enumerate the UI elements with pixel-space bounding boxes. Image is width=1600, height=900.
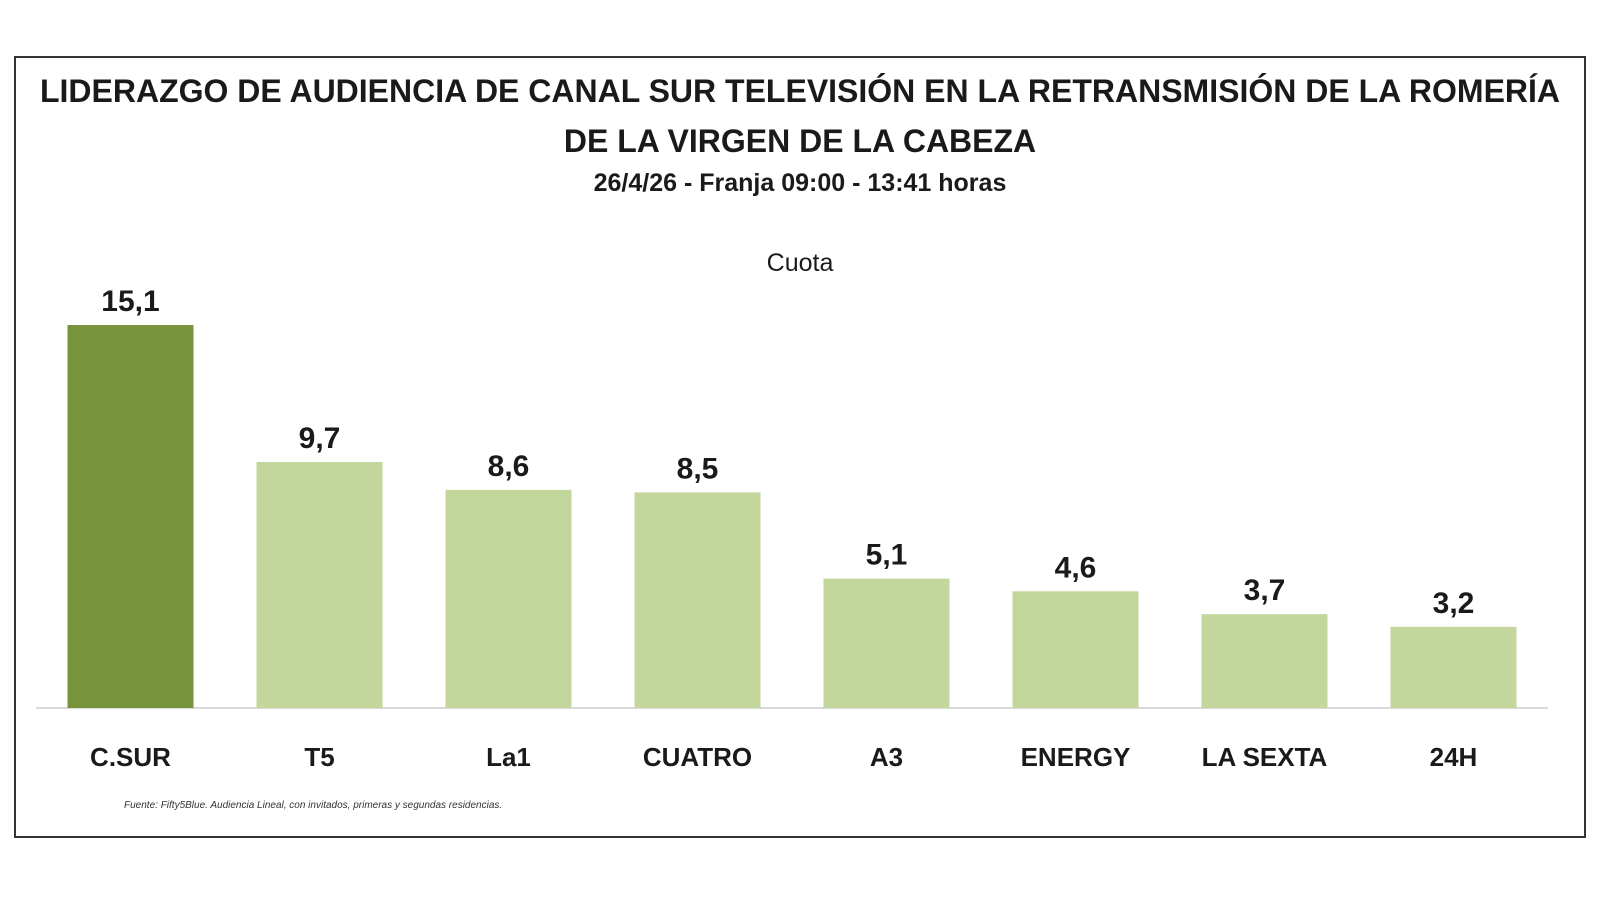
data-label: 8,5 [677, 452, 719, 485]
bar [67, 325, 194, 708]
x-tick-label: T5 [304, 742, 334, 772]
source-note: Fuente: Fifty5Blue. Audiencia Lineal, co… [124, 800, 503, 811]
bar [634, 492, 761, 708]
data-label: 4,6 [1055, 551, 1097, 584]
data-label: 3,2 [1433, 587, 1475, 620]
series-name-label: Cuota [766, 249, 834, 277]
x-tick-label: ENERGY [1021, 742, 1131, 772]
chart-frame: LIDERAZGO DE AUDIENCIA DE CANAL SUR TELE… [14, 56, 1586, 838]
data-label: 8,6 [488, 450, 530, 483]
data-label: 5,1 [866, 539, 908, 572]
bar-chart-plot: 15,1 C.SUR 9,7 T5 8,6 La1 8,5 CUATRO 5,1 A3 4,6 ENE… [36, 285, 1548, 772]
x-tick-label: La1 [486, 742, 531, 772]
x-tick-label: LA SEXTA [1202, 742, 1328, 772]
bar [256, 461, 383, 708]
data-label: 3,7 [1244, 574, 1286, 607]
bar [445, 489, 572, 708]
bar [1390, 626, 1517, 708]
bar [1012, 591, 1139, 708]
bar [823, 578, 950, 708]
x-tick-label: 24H [1430, 742, 1478, 772]
bar [1201, 614, 1328, 708]
chart-subtitle: 26/4/26 - Franja 09:00 - 13:41 horas [593, 169, 1007, 197]
data-label: 15,1 [101, 285, 159, 318]
data-label: 9,7 [299, 422, 341, 455]
x-tick-label: C.SUR [90, 742, 171, 772]
chart-title: LIDERAZGO DE AUDIENCIA DE CANAL SUR TELE… [39, 73, 1561, 159]
x-tick-label: CUATRO [643, 742, 752, 772]
x-tick-label: A3 [870, 742, 903, 772]
